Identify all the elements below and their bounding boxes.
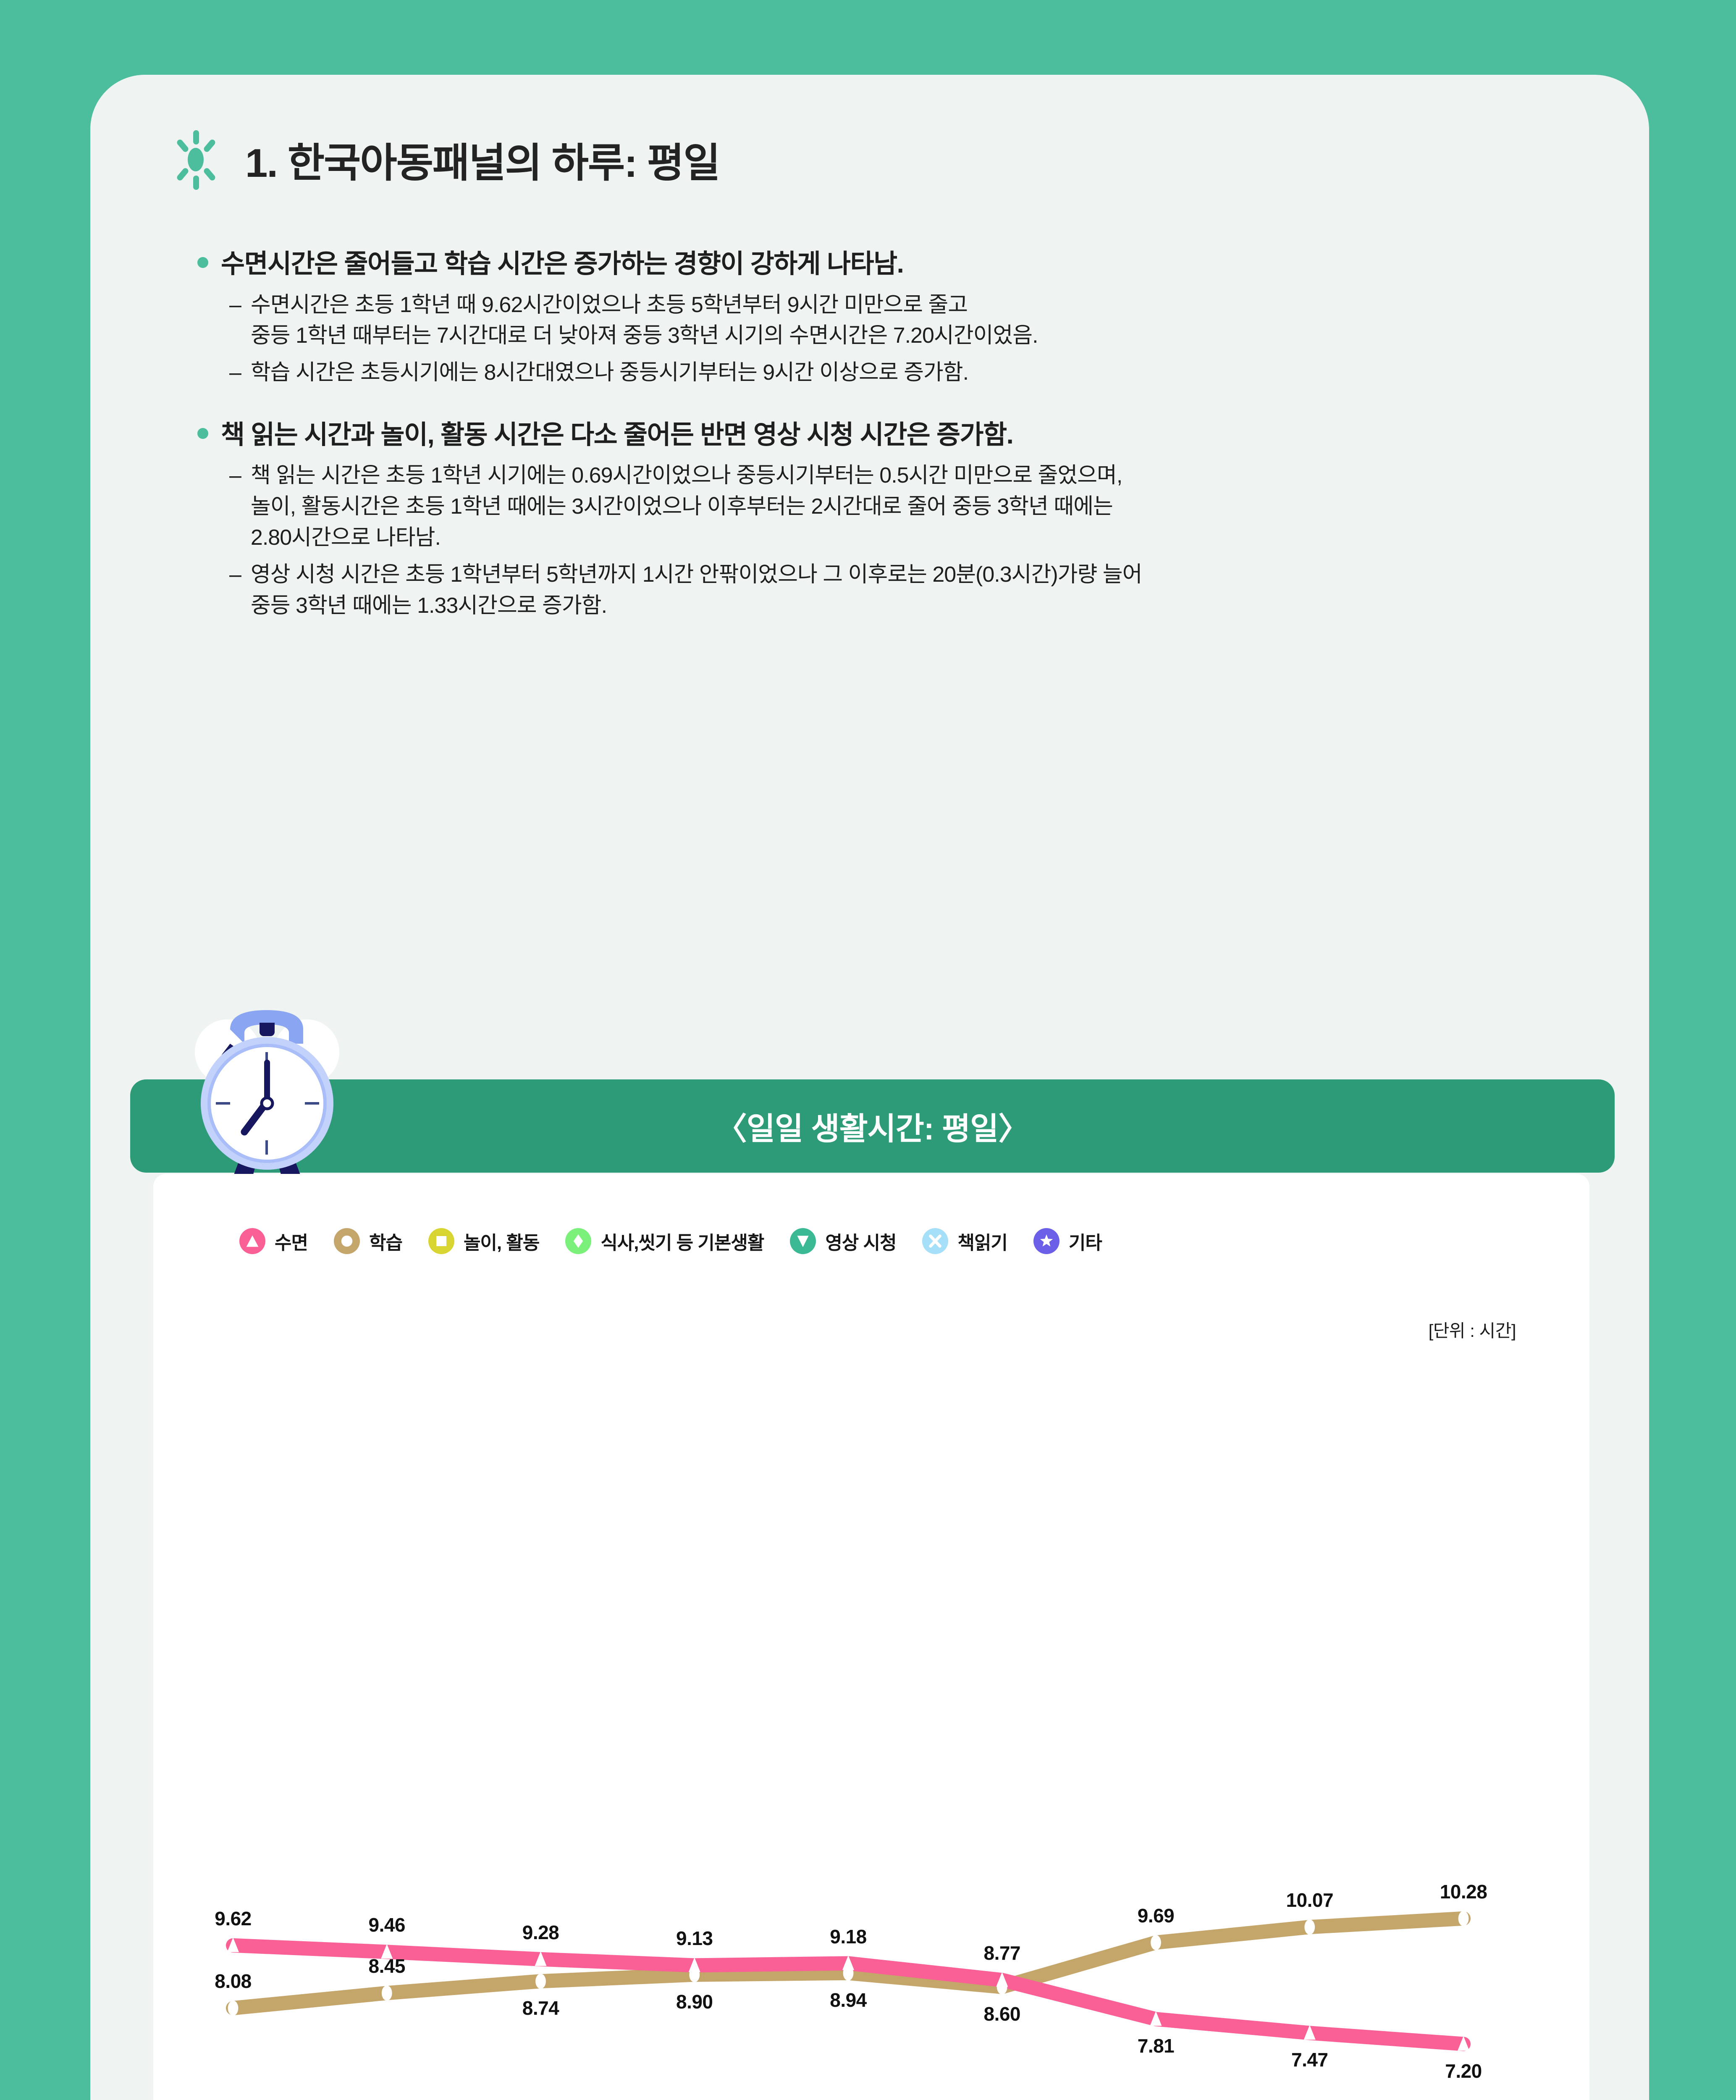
legend-item[interactable]: 기타 <box>1033 1228 1102 1255</box>
bullet-sub-text: 수면시간은 초등 1학년 때 9.62시간이었으나 초등 5학년부터 9시간 미… <box>250 292 1038 348</box>
alarm-clock-icon <box>181 989 349 1182</box>
data-label: 8.08 <box>215 1970 252 1992</box>
legend-circle-icon <box>333 1228 360 1254</box>
summary-bullets: 수면시간은 줄어들고 학습 시간은 증가하는 경향이 강하게 나타남. – 수면시간… <box>197 248 1579 652</box>
chart-card: 수면 학습 놀이, 활동 식사,씻기 등 기본생활 영상 시청 책읽기 기타 [단위 : 시… <box>153 1174 1589 2100</box>
legend-label: 식사,씻기 등 기본생활 <box>601 1233 764 1253</box>
data-label: 7.81 <box>1137 2035 1175 2057</box>
legend-triangle-up-icon <box>239 1228 265 1254</box>
data-label: 9.28 <box>522 1921 559 1943</box>
legend-label: 책읽기 <box>957 1233 1007 1253</box>
bullet-heading: 책 읽는 시간과 놀이, 활동 시간은 다소 줄어든 반면 영상 시청 시간은 … <box>221 420 1014 449</box>
legend-square-icon <box>428 1228 454 1254</box>
legend-label: 학습 <box>369 1233 403 1253</box>
bullet-heading-row: 수면시간은 줄어들고 학습 시간은 증가하는 경향이 강하게 나타남. <box>197 248 1579 281</box>
legend-label: 놀이, 활동 <box>463 1233 540 1253</box>
legend-x-icon <box>922 1228 949 1254</box>
data-label: 8.45 <box>368 1955 406 1977</box>
data-label: 10.07 <box>1286 1889 1334 1911</box>
dash-marker: – <box>229 562 241 587</box>
data-label: 8.74 <box>522 1997 559 2019</box>
legend-item[interactable]: 수면 <box>239 1228 308 1255</box>
chart-plot-area <box>153 1174 1589 2100</box>
bullet-sub-list: – 책 읽는 시간은 초등 1학년 시기에는 0.69시간이었으나 중등시기부터는… <box>229 460 1579 621</box>
data-label: 8.94 <box>830 1989 867 2011</box>
dash-marker: – <box>229 292 241 317</box>
legend-label: 기타 <box>1068 1233 1102 1253</box>
bullet-sub-text: 책 읽는 시간은 초등 1학년 시기에는 0.69시간이었으나 중등시기부터는 … <box>250 463 1122 550</box>
bullet-sub-text: 영상 시청 시간은 초등 1학년부터 5학년까지 1시간 안팎이었으나 그 이후… <box>250 562 1143 618</box>
bullet-sub-item: – 영상 시청 시간은 초등 1학년부터 5학년까지 1시간 안팎이었으나 그 이… <box>229 559 1579 622</box>
legend-item[interactable]: 학습 <box>333 1228 403 1255</box>
legend-item[interactable]: 책읽기 <box>922 1228 1008 1255</box>
bullet-sub-text: 학습 시간은 초등시기에는 8시간대였으나 중등시기부터는 9시간 이상으로 증… <box>250 360 969 385</box>
bullet-block: 책 읽는 시간과 놀이, 활동 시간은 다소 줄어든 반면 영상 시청 시간은 … <box>197 419 1579 622</box>
data-label: 9.18 <box>830 1925 867 1948</box>
legend-label: 수면 <box>275 1233 308 1253</box>
data-label: 9.46 <box>368 1914 406 1936</box>
legend-item[interactable]: 영상 시청 <box>790 1228 897 1255</box>
bullet-heading-row: 책 읽는 시간과 놀이, 활동 시간은 다소 줄어든 반면 영상 시청 시간은 … <box>197 419 1579 452</box>
data-label: 8.60 <box>983 2003 1021 2025</box>
bullet-block: 수면시간은 줄어들고 학습 시간은 증가하는 경향이 강하게 나타남. – 수면시간… <box>197 248 1579 388</box>
dash-marker: – <box>229 360 241 385</box>
legend-star-icon <box>1033 1228 1059 1254</box>
bullet-sub-list: – 수면시간은 초등 1학년 때 9.62시간이었으나 초등 5학년부터 9시간 … <box>229 290 1579 388</box>
bullet-dot-icon <box>197 257 208 268</box>
data-label: 7.20 <box>1445 2060 1482 2082</box>
bullet-dot-icon <box>197 428 208 439</box>
chart-title-banner: 〈일일 생활시간: 평일〉 <box>130 1079 1615 1173</box>
data-label: 8.77 <box>983 1942 1021 1964</box>
page-header: 1. 한국아동패널의 하루: 평일 <box>168 130 721 190</box>
data-label: 7.47 <box>1291 2049 1328 2071</box>
bullet-sub-item: – 수면시간은 초등 1학년 때 9.62시간이었으나 초등 5학년부터 9시간 … <box>229 290 1579 352</box>
legend-label: 영상 시청 <box>825 1233 897 1253</box>
data-label: 10.28 <box>1440 1880 1487 1903</box>
bullet-heading: 수면시간은 줄어들고 학습 시간은 증가하는 경향이 강하게 나타남. <box>221 249 904 278</box>
chart-legend: 수면 학습 놀이, 활동 식사,씻기 등 기본생활 영상 시청 책읽기 기타 <box>239 1228 1102 1255</box>
legend-diamond-icon <box>565 1228 592 1254</box>
chart-title: 〈일일 생활시간: 평일〉 <box>716 1111 1029 1146</box>
legend-item[interactable]: 놀이, 활동 <box>428 1228 540 1255</box>
sun-icon <box>168 130 223 190</box>
data-label: 8.90 <box>676 1990 713 2013</box>
page-title: 1. 한국아동패널의 하루: 평일 <box>245 141 721 186</box>
data-label: 9.13 <box>676 1927 713 1950</box>
data-label: 9.62 <box>215 1907 252 1929</box>
chart-unit-note: [단위 : 시간] <box>1428 1321 1516 1341</box>
dash-marker: – <box>229 463 241 488</box>
legend-triangle-down-icon <box>790 1228 816 1254</box>
bullet-sub-item: – 학습 시간은 초등시기에는 8시간대였으나 중등시기부터는 9시간 이상으로 … <box>229 357 1579 388</box>
legend-item[interactable]: 식사,씻기 등 기본생활 <box>565 1228 764 1255</box>
bullet-sub-item: – 책 읽는 시간은 초등 1학년 시기에는 0.69시간이었으나 중등시기부터는… <box>229 460 1579 553</box>
data-label: 9.69 <box>1137 1905 1175 1927</box>
